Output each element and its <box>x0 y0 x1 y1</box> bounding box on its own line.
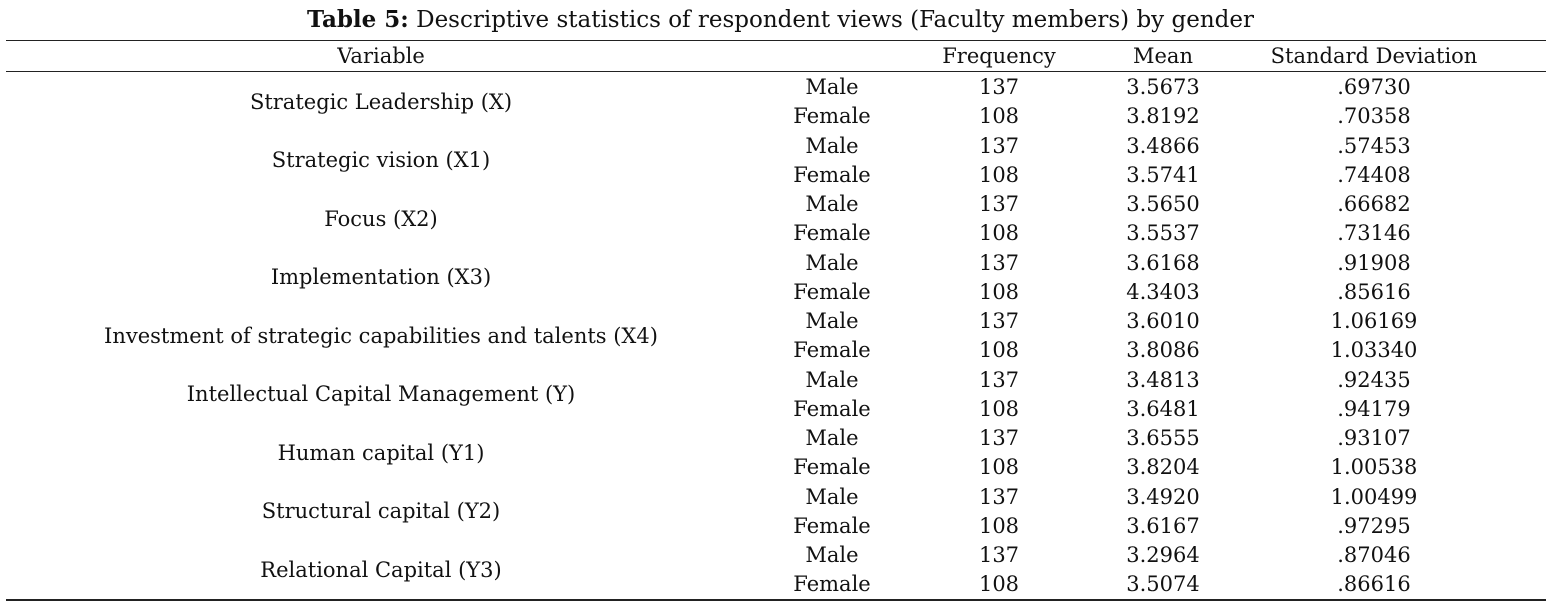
frequency-cell: 108 <box>978 455 1020 480</box>
frequency-cell: 108 <box>978 104 1020 129</box>
mean-cell: 3.8086 <box>1126 338 1200 363</box>
standard-deviation-cell: .94179 <box>1337 396 1411 421</box>
gender-cell: Female <box>793 221 871 246</box>
frequency-cell: 108 <box>978 279 1020 304</box>
standard-deviation-cell: .57453 <box>1337 133 1411 158</box>
variable-name: Strategic Leadership (X) <box>249 89 513 114</box>
frequency-cell: 108 <box>978 513 1020 538</box>
mean-cell: 3.4813 <box>1126 367 1200 392</box>
gender-cell: Female <box>793 455 871 480</box>
standard-deviation-cell: .86616 <box>1337 572 1411 597</box>
variable-name: Investment of strategic capabilities and… <box>104 323 658 348</box>
mean-cell: 3.4920 <box>1126 484 1200 509</box>
standard-deviation-cell: .70358 <box>1337 104 1411 129</box>
gender-cell: Male <box>805 543 859 567</box>
frequency-cell: 137 <box>978 484 1020 509</box>
frequency-cell: 108 <box>978 338 1020 363</box>
gender-cell: Male <box>805 309 859 333</box>
gender-cell: Female <box>793 338 871 363</box>
mean-cell: 3.6010 <box>1126 309 1200 333</box>
gender-cell: Male <box>805 426 859 450</box>
mean-cell: 3.5537 <box>1126 221 1200 246</box>
mean-cell: 3.4866 <box>1126 133 1200 158</box>
frequency-cell: 108 <box>978 221 1020 246</box>
standard-deviation-cell: .91908 <box>1337 250 1411 275</box>
gender-cell: Female <box>793 162 871 187</box>
mean-cell: 3.5650 <box>1126 192 1200 216</box>
gender-cell: Female <box>793 572 871 597</box>
mean-cell: 3.6167 <box>1126 513 1200 538</box>
mean-cell: 3.5074 <box>1126 572 1200 597</box>
frequency-cell: 137 <box>978 309 1020 333</box>
standard-deviation-cell: .92435 <box>1337 367 1411 392</box>
standard-deviation-cell: .87046 <box>1337 543 1411 567</box>
gender-cell: Female <box>793 104 871 129</box>
gender-cell: Male <box>805 133 859 158</box>
standard-deviation-cell: .85616 <box>1337 279 1411 304</box>
variable-name: Intellectual Capital Management (Y) <box>186 382 576 407</box>
gender-cell: Female <box>793 279 871 304</box>
standard-deviation-cell: .97295 <box>1337 513 1411 538</box>
frequency-cell: 137 <box>978 133 1020 158</box>
header-frequency: Frequency <box>942 44 1056 68</box>
mean-cell: 4.3403 <box>1126 279 1200 304</box>
frequency-cell: 108 <box>978 396 1020 421</box>
gender-cell: Male <box>805 484 859 509</box>
standard-deviation-cell: 1.00538 <box>1330 455 1418 480</box>
variable-name: Implementation (X3) <box>270 265 492 290</box>
table-header-rule <box>6 71 1546 72</box>
frequency-cell: 137 <box>978 426 1020 450</box>
frequency-cell: 137 <box>978 250 1020 275</box>
frequency-cell: 137 <box>978 192 1020 216</box>
gender-cell: Male <box>805 192 859 216</box>
table-caption-label: Table 5: <box>307 6 409 33</box>
gender-cell: Female <box>793 396 871 421</box>
frequency-cell: 137 <box>978 543 1020 567</box>
variable-name: Structural capital (Y2) <box>261 499 501 524</box>
frequency-cell: 108 <box>978 572 1020 597</box>
frequency-cell: 137 <box>978 367 1020 392</box>
standard-deviation-cell: .69730 <box>1337 75 1411 99</box>
standard-deviation-cell: 1.06169 <box>1330 309 1418 333</box>
standard-deviation-cell: .93107 <box>1337 426 1411 450</box>
mean-cell: 3.8204 <box>1126 455 1200 480</box>
standard-deviation-cell: 1.03340 <box>1330 338 1418 363</box>
standard-deviation-cell: .74408 <box>1337 162 1411 187</box>
mean-cell: 3.6555 <box>1126 426 1200 450</box>
gender-cell: Male <box>805 250 859 275</box>
header-mean: Mean <box>1133 44 1193 68</box>
variable-name: Strategic vision (X1) <box>271 148 491 173</box>
table-top-rule <box>6 40 1546 41</box>
mean-cell: 3.6481 <box>1126 396 1200 421</box>
mean-cell: 3.5741 <box>1126 162 1200 187</box>
frequency-cell: 108 <box>978 162 1020 187</box>
standard-deviation-cell: .66682 <box>1337 192 1411 216</box>
header-standard-deviation: Standard Deviation <box>1270 44 1478 68</box>
header-variable: Variable <box>337 44 425 68</box>
gender-cell: Female <box>793 513 871 538</box>
standard-deviation-cell: 1.00499 <box>1330 484 1418 509</box>
frequency-cell: 137 <box>978 75 1020 99</box>
standard-deviation-cell: .73146 <box>1337 221 1411 246</box>
gender-cell: Male <box>805 75 859 99</box>
variable-name: Human capital (Y1) <box>277 440 485 465</box>
mean-cell: 3.8192 <box>1126 104 1200 129</box>
variable-name: Relational Capital (Y3) <box>260 557 502 582</box>
mean-cell: 3.2964 <box>1126 543 1200 567</box>
gender-cell: Male <box>805 367 859 392</box>
mean-cell: 3.6168 <box>1126 250 1200 275</box>
variable-name: Focus (X2) <box>324 206 438 231</box>
table-caption: Table 5: Descriptive statistics of respo… <box>0 4 1561 36</box>
table-caption-text: Descriptive statistics of respondent vie… <box>408 7 1254 33</box>
mean-cell: 3.5673 <box>1126 75 1200 99</box>
table-bottom-rule <box>6 599 1546 601</box>
